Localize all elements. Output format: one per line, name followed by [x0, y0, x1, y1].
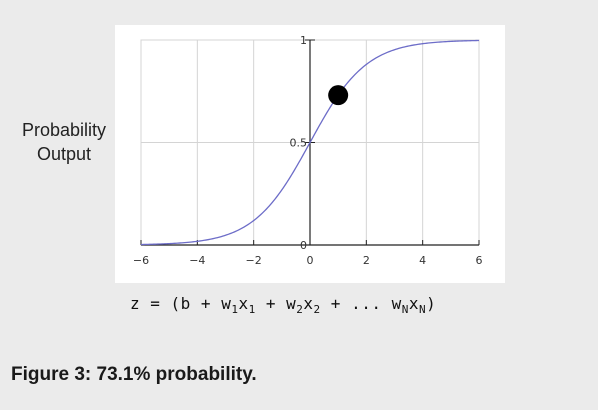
y-tick-label-0: 0: [300, 239, 307, 252]
x-tick-label-3: 0: [307, 254, 314, 267]
formula-xn-sub: N: [419, 303, 427, 316]
y-axis-label-line-1: Probability: [21, 120, 107, 140]
x-tick-label-4: 2: [363, 254, 370, 267]
formula: z = (b + w1x1 + w2x2 + ... wNxN): [130, 294, 437, 316]
highlight-point: [328, 85, 349, 106]
formula-x1: x: [238, 294, 249, 313]
formula-wn: w: [391, 294, 402, 313]
formula-x1-sub: 1: [248, 303, 256, 316]
y-axis-label: Probability Output: [2, 118, 126, 166]
formula-w2: w: [286, 294, 297, 313]
x-tick-label-2: −2: [246, 254, 262, 267]
formula-prefix: z = (b +: [130, 294, 222, 313]
formula-w1: w: [221, 294, 232, 313]
formula-w1-sub: 1: [231, 303, 239, 316]
y-axis-label-line-2: Output: [36, 144, 92, 164]
formula-plus-1: +: [255, 294, 287, 313]
formula-x2: x: [303, 294, 314, 313]
formula-xn: x: [408, 294, 420, 313]
figure-caption: Figure 3: 73.1% probability.: [11, 364, 257, 385]
x-tick-label-6: 6: [476, 254, 483, 267]
formula-x2-sub: 2: [313, 303, 321, 316]
tick-labels: −6 −4 −2 0 2 4 6 0 0.5 1: [133, 34, 483, 267]
formula-plus-2: + ...: [320, 294, 392, 313]
sigmoid-curve: [140, 39, 480, 246]
formula-wn-sub: N: [401, 303, 409, 316]
formula-suffix: ): [426, 294, 437, 313]
y-tick-label-1: 0.5: [290, 137, 308, 150]
sigmoid-chart: −6 −4 −2 0 2 4 6 0 0.5 1: [115, 25, 505, 283]
x-tick-label-1: −4: [189, 254, 205, 267]
x-tick-label-0: −6: [133, 254, 149, 267]
formula-w2-sub: 2: [296, 303, 304, 316]
y-tick-label-2: 1: [300, 34, 307, 47]
x-tick-label-5: 4: [419, 254, 426, 267]
